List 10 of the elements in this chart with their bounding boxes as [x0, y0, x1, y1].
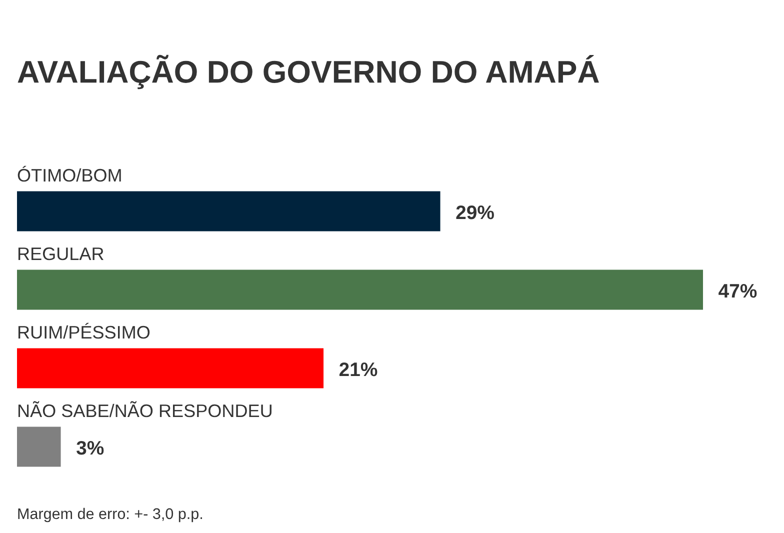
y-tick-label: NÃO SABE/NÃO RESPONDEU: [18, 401, 272, 418]
text: Margem de erro: +- 3,0 p.p.: [18, 508, 202, 522]
y-tick-label: RUIM/PÉSSIMO: [18, 322, 150, 339]
data-label: 21%: [339, 362, 378, 376]
chart-title: AVALIAÇÃO DO GOVERNO DO AMAPÁ: [18, 54, 599, 90]
data-label: 47%: [718, 284, 757, 298]
y-tick-label: ÓTIMO/BOM: [18, 166, 121, 182]
data-label: 29%: [456, 205, 494, 220]
data-label: 3%: [76, 440, 104, 455]
y-tick-label: REGULAR: [18, 247, 104, 260]
